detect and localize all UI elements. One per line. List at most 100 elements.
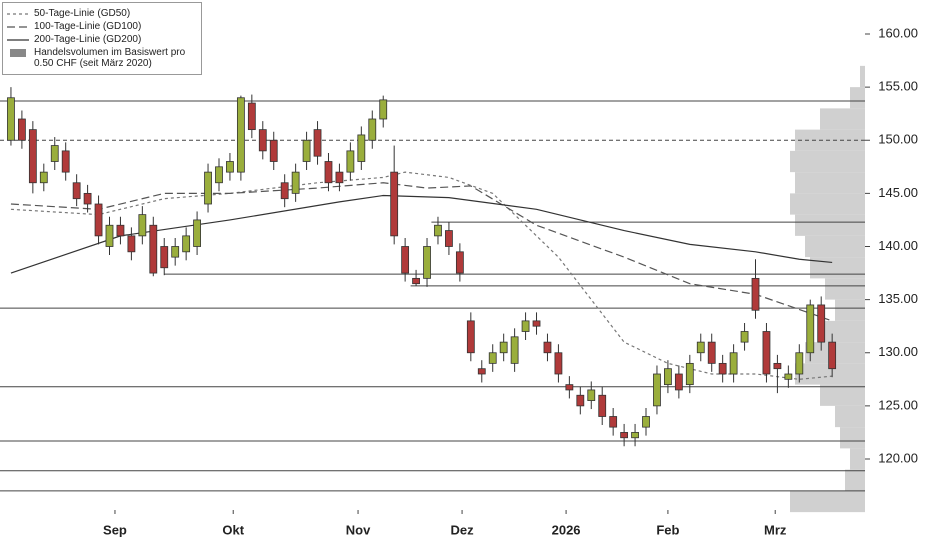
candle-body [182, 235, 191, 253]
candle-body [215, 166, 223, 184]
legend-label: Handelsvolumen im Basiswert pro 0.50 CHF… [34, 47, 186, 69]
volume-bar [835, 405, 865, 428]
candle-body [543, 341, 552, 354]
candle-body [631, 432, 639, 439]
candle-body [707, 341, 716, 364]
candle-body [510, 336, 519, 364]
y-tick-label: 160.00 [878, 25, 918, 40]
candle-body [784, 373, 793, 380]
candle-body [357, 134, 366, 162]
candle-body [576, 394, 585, 407]
legend: 50-Tage-Linie (GD50) 100-Tage-Linie (GD10… [2, 2, 202, 75]
candle-body [653, 373, 661, 407]
legend-box [10, 49, 26, 57]
x-tick-label: 2026 [552, 522, 581, 537]
volume-bar [850, 87, 865, 109]
candle-body [598, 394, 607, 417]
legend-label: 200-Tage-Linie (GD200) [34, 34, 142, 45]
candle-body [7, 97, 15, 141]
candle-body [258, 129, 267, 152]
candle-body [434, 224, 442, 237]
candle-body [620, 432, 629, 439]
candle-body [138, 214, 147, 237]
candle-body [795, 352, 804, 375]
candle-body [762, 331, 771, 375]
y-tick-label: 125.00 [878, 397, 918, 412]
legend-swatch [10, 49, 26, 57]
volume-bar [850, 448, 865, 470]
moving-average [10, 182, 833, 322]
candle-body [685, 362, 694, 386]
candle-body [280, 182, 289, 200]
candle-body [664, 368, 672, 386]
candle-body [116, 224, 125, 237]
volume-bar [840, 427, 865, 449]
y-tick-label: 130.00 [878, 344, 918, 359]
candle-body [17, 118, 26, 141]
candle-body [127, 235, 136, 253]
candle-body [105, 224, 114, 247]
volume-bar [820, 384, 865, 406]
candle-body [83, 192, 92, 205]
moving-average [10, 194, 833, 274]
candle-body [313, 129, 322, 157]
volume-bar [835, 299, 865, 321]
legend-entry: 100-Tage-Linie (GD100) [7, 21, 197, 32]
candle-body [204, 171, 212, 205]
candle-body [335, 171, 344, 184]
candle-body [247, 102, 256, 131]
candle-body [94, 203, 103, 237]
legend-swatch [7, 26, 29, 28]
y-tick-label: 135.00 [878, 291, 918, 306]
candle-body [488, 352, 497, 364]
moving-average [10, 171, 833, 380]
y-tick-label: 140.00 [878, 238, 918, 253]
y-tick-label: 120.00 [878, 450, 918, 465]
candle-body [149, 224, 158, 274]
candle-body [587, 389, 596, 401]
candle-body [50, 145, 59, 162]
y-tick-label: 155.00 [878, 79, 918, 94]
candle-body [477, 368, 486, 375]
volume-bar [795, 363, 865, 385]
legend-entry: 200-Tage-Linie (GD200) [7, 34, 197, 45]
candle-body [565, 384, 574, 391]
legend-swatch [7, 13, 29, 15]
candle-body [160, 246, 169, 269]
candle-body [302, 139, 311, 162]
candle-body [499, 341, 508, 354]
candle-body [740, 331, 749, 343]
volume-bar [795, 214, 865, 236]
candle-body [554, 352, 563, 375]
candle-body [718, 362, 727, 375]
candle-body [466, 320, 475, 354]
volume-bar [810, 257, 865, 279]
candle-body [226, 161, 234, 173]
legend-entry: 50-Tage-Linie (GD50) [7, 8, 197, 19]
legend-label: 50-Tage-Linie (GD50) [34, 8, 131, 19]
candle-body [773, 362, 782, 370]
volume-bar [790, 150, 865, 173]
candle-body [806, 304, 815, 354]
x-tick-label: Nov [346, 522, 371, 537]
x-tick-label: Okt [222, 522, 244, 537]
candle-body [696, 341, 705, 354]
volume-bar [795, 172, 865, 194]
legend-swatch [7, 39, 29, 41]
volume-bar [790, 490, 865, 513]
candle-body [423, 246, 431, 279]
candle-body [609, 416, 618, 428]
candle-body [729, 352, 738, 375]
legend-entry: Handelsvolumen im Basiswert pro 0.50 CHF… [7, 47, 197, 69]
candle-body [346, 150, 355, 173]
x-tick-label: Dez [451, 522, 475, 537]
candle-body [401, 246, 410, 274]
candle-body [379, 99, 388, 120]
candle-body [72, 182, 81, 200]
candle-body [28, 129, 37, 184]
candle-body [368, 118, 377, 141]
candle-body [828, 341, 837, 370]
y-tick-label: 150.00 [878, 132, 918, 147]
candle-body [521, 320, 530, 332]
